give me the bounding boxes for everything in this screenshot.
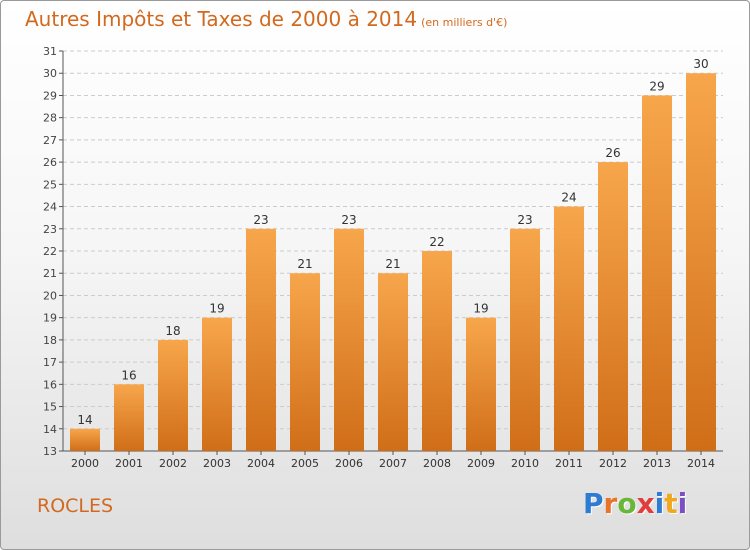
bar [246,228,276,451]
y-tick-label: 24 [43,201,57,214]
bar [554,206,584,451]
bar-value-label: 23 [517,213,532,227]
bar-value-label: 22 [429,235,444,249]
y-tick-label: 22 [43,245,57,258]
x-tick-label: 2006 [335,457,363,470]
bar [686,73,716,451]
y-tick-label: 18 [43,334,57,347]
chart-title: Autres Impôts et Taxes de 2000 à 2014 (en… [25,7,507,31]
y-tick-label: 29 [43,89,57,102]
x-tick-label: 2011 [555,457,583,470]
y-tick-label: 25 [43,178,57,191]
x-tick-label: 2009 [467,457,495,470]
y-tick-label: 13 [43,445,57,458]
y-tick-label: 15 [43,401,57,414]
y-tick-label: 21 [43,267,57,280]
bar-value-label: 18 [165,324,180,338]
place-name: ROCLES [37,495,114,517]
x-tick-label: 2002 [159,457,187,470]
x-tick-label: 2007 [379,457,407,470]
x-tick-label: 2000 [71,457,99,470]
bar [422,251,452,451]
bar [202,317,232,451]
bar-value-label: 30 [693,57,708,71]
bar-value-label: 21 [385,257,400,271]
bar-value-label: 23 [253,213,268,227]
x-tick-label: 2004 [247,457,275,470]
bar-value-label: 14 [77,413,92,427]
y-tick-label: 31 [43,45,57,58]
y-tick-label: 23 [43,223,57,236]
y-tick-label: 30 [43,67,57,80]
bar [70,428,100,451]
bar-value-label: 19 [473,302,488,316]
bar-value-label: 23 [341,213,356,227]
chart-title-text: Autres Impôts et Taxes de 2000 à 2014 [25,7,418,31]
x-tick-label: 2013 [643,457,671,470]
bar-value-label: 21 [297,257,312,271]
bar [598,162,628,451]
x-tick-label: 2008 [423,457,451,470]
logo-letter: o [617,487,637,520]
y-tick-label: 16 [43,378,57,391]
logo-letter: t [664,487,678,520]
y-tick-label: 27 [43,134,57,147]
chart-title-unit: (en milliers d'€) [421,16,508,29]
x-tick-label: 2014 [687,457,715,470]
bar-value-label: 19 [209,302,224,316]
bar [642,95,672,451]
bar [290,273,320,451]
y-tick-label: 17 [43,356,57,369]
x-tick-label: 2005 [291,457,319,470]
logo-letter: i [654,487,665,520]
bar [466,317,496,451]
y-tick-label: 28 [43,112,57,125]
y-tick-label: 19 [43,312,57,325]
bar [378,273,408,451]
logo-letter: i [677,487,688,520]
logo-letter: P [583,487,604,520]
x-tick-label: 2012 [599,457,627,470]
bar [114,384,144,451]
bar-value-label: 26 [605,146,620,160]
x-tick-label: 2010 [511,457,539,470]
x-tick-label: 2003 [203,457,231,470]
proxiti-logo: Proxiti [583,487,687,520]
x-tick-label: 2001 [115,457,143,470]
bar [510,228,540,451]
logo-letter: x [636,487,655,520]
bar-value-label: 24 [561,191,576,205]
y-tick-label: 14 [43,423,57,436]
y-tick-label: 20 [43,289,57,302]
bar-value-label: 16 [121,368,136,382]
bar [334,228,364,451]
bar [158,339,188,451]
bar-value-label: 29 [649,79,664,93]
logo-letter: r [603,487,618,520]
y-tick-label: 26 [43,156,57,169]
